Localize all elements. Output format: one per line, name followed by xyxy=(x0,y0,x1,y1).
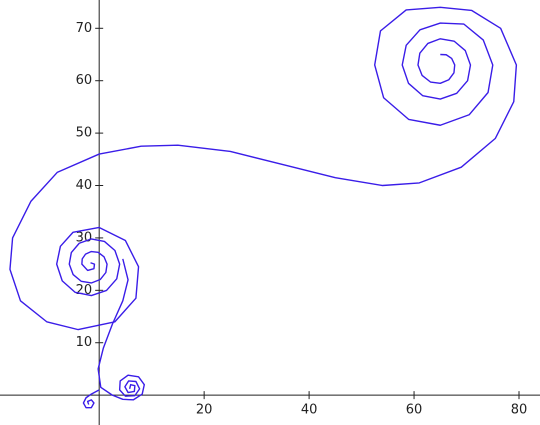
x-tick-label: 80 xyxy=(511,403,528,418)
x-tick-label: 60 xyxy=(406,403,423,418)
y-tick-label: 30 xyxy=(76,230,93,245)
y-tick-label: 60 xyxy=(76,73,93,88)
y-tick-label: 20 xyxy=(76,283,93,298)
curve xyxy=(9,6,518,331)
curve xyxy=(82,389,100,409)
y-tick-label: 50 xyxy=(76,126,93,141)
y-tick-label: 40 xyxy=(76,178,93,193)
x-tick-label: 40 xyxy=(301,403,318,418)
y-tick-label: 70 xyxy=(76,21,93,36)
y-tick-label: 10 xyxy=(76,335,93,350)
x-tick-label: 20 xyxy=(196,403,213,418)
curve xyxy=(97,258,146,401)
